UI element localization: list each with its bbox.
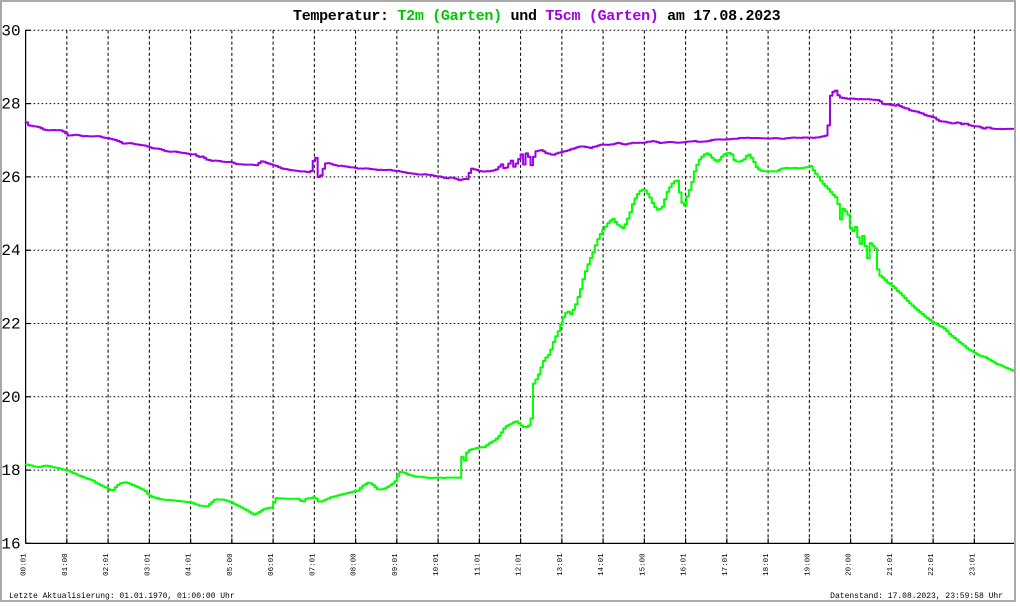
svg-text:12:01: 12:01 (516, 553, 524, 576)
svg-text:11:01: 11:01 (474, 553, 482, 576)
svg-text:20: 20 (2, 389, 21, 407)
svg-text:20:00: 20:00 (846, 553, 854, 576)
svg-text:28: 28 (2, 96, 21, 114)
svg-text:08:00: 08:00 (351, 553, 359, 576)
svg-text:06:01: 06:01 (268, 553, 276, 576)
svg-text:05:00: 05:00 (227, 553, 235, 576)
svg-text:23:01: 23:01 (969, 553, 977, 576)
svg-text:01:00: 01:00 (62, 553, 70, 576)
svg-text:04:01: 04:01 (186, 553, 194, 576)
svg-text:02:01: 02:01 (103, 553, 111, 576)
svg-text:26: 26 (2, 169, 21, 187)
svg-text:18: 18 (2, 462, 21, 480)
svg-text:15:00: 15:00 (639, 553, 647, 576)
svg-text:16:01: 16:01 (681, 553, 689, 576)
svg-text:09:01: 09:01 (392, 553, 400, 576)
svg-text:22: 22 (2, 316, 21, 334)
svg-text:19:00: 19:00 (804, 553, 812, 576)
svg-text:14:01: 14:01 (598, 553, 606, 576)
svg-text:00:01: 00:01 (21, 553, 29, 576)
svg-text:17:01: 17:01 (722, 553, 730, 576)
svg-text:07:01: 07:01 (309, 553, 317, 576)
svg-text:21:01: 21:01 (887, 553, 895, 576)
svg-text:24: 24 (2, 242, 21, 260)
svg-text:13:01: 13:01 (557, 553, 565, 576)
svg-text:03:01: 03:01 (144, 553, 152, 576)
svg-text:10:01: 10:01 (433, 553, 441, 576)
svg-text:18:01: 18:01 (763, 553, 771, 576)
svg-text:16: 16 (2, 535, 21, 553)
svg-text:30: 30 (2, 22, 21, 40)
svg-text:22:01: 22:01 (928, 553, 936, 576)
